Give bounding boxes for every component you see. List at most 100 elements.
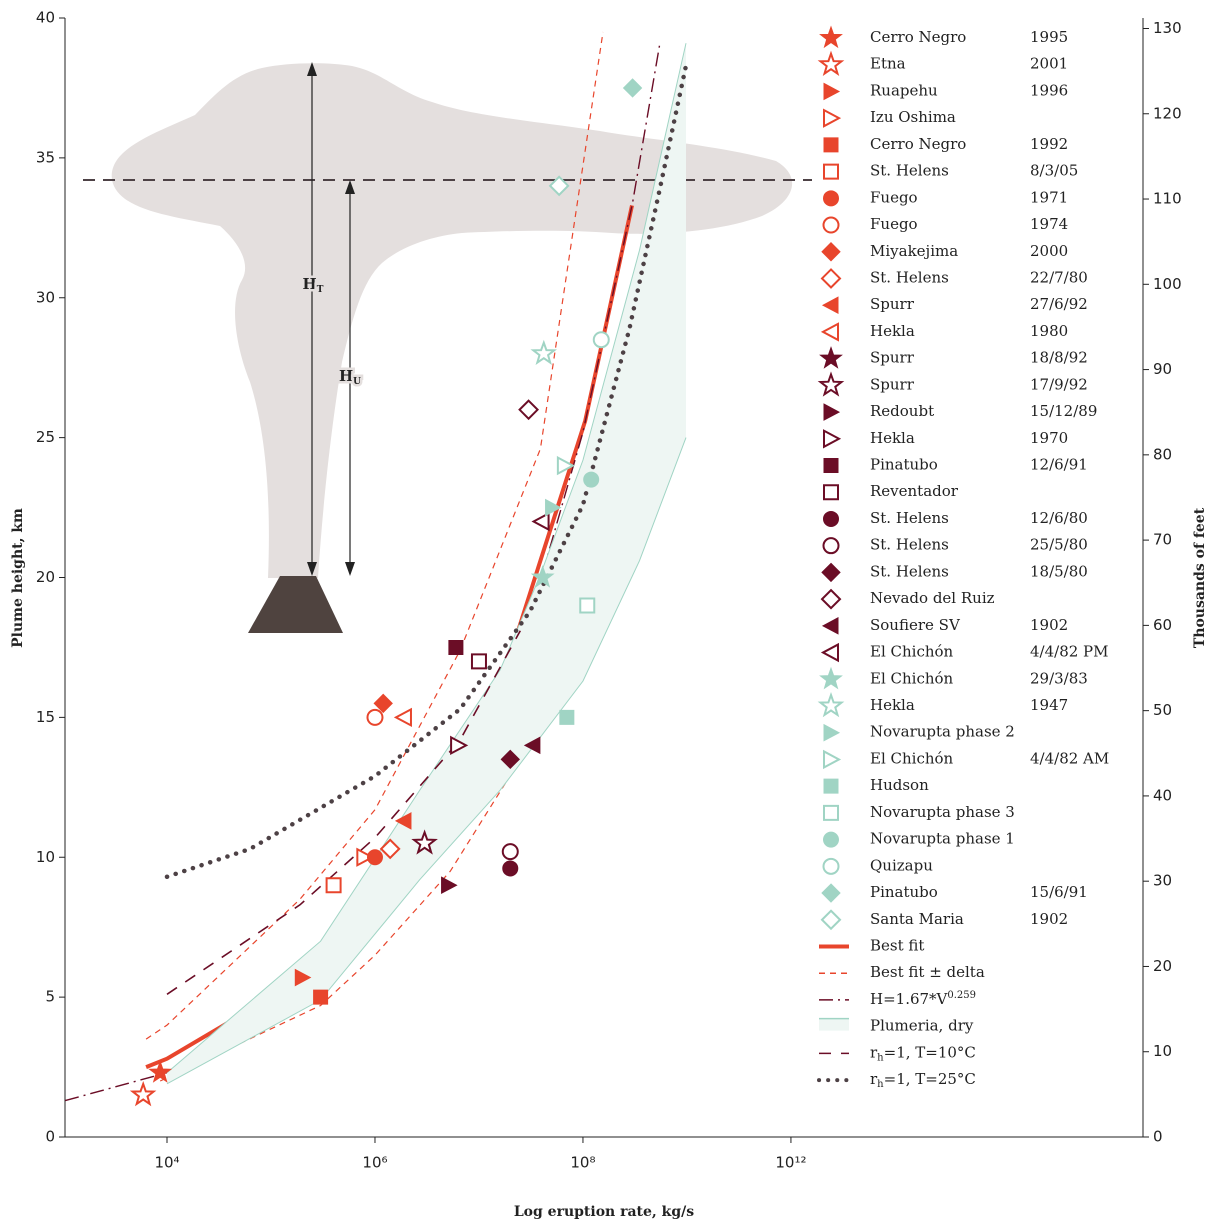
legend-marker bbox=[822, 537, 840, 555]
point bbox=[622, 78, 643, 98]
legend-label: El Chichón bbox=[870, 669, 954, 687]
y2-tick-label: 90 bbox=[1153, 360, 1172, 378]
legend-marker bbox=[823, 137, 839, 153]
legend-label: rh=1, T=25°C bbox=[870, 1070, 976, 1090]
legend-date: 1995 bbox=[1030, 28, 1068, 46]
legend-date: 25/5/80 bbox=[1030, 536, 1088, 554]
legend-label-part: h bbox=[877, 1079, 884, 1090]
y2-tick-label: 70 bbox=[1153, 531, 1172, 549]
legend-marker bbox=[820, 642, 839, 663]
legend-label: St. Helens bbox=[870, 562, 949, 580]
legend-date: 2001 bbox=[1030, 55, 1068, 73]
legend-marker bbox=[820, 909, 842, 931]
legend-date: 4/4/82 AM bbox=[1030, 749, 1109, 767]
y2-tick-label: 20 bbox=[1153, 957, 1172, 975]
legend-label: Soufiere SV bbox=[870, 616, 961, 634]
arrow-head bbox=[307, 62, 317, 76]
annotation-sub: U bbox=[353, 377, 361, 387]
y-tick-label: 0 bbox=[45, 1128, 55, 1146]
legend-date: 4/4/82 PM bbox=[1030, 643, 1109, 661]
legend-label-part: =1, T=10°C bbox=[884, 1043, 976, 1061]
x-tick-label: 10¹² bbox=[775, 1154, 806, 1172]
legend-label: Miyakejima bbox=[870, 242, 958, 260]
y-tick-label: 40 bbox=[36, 9, 55, 27]
legend-marker bbox=[823, 804, 839, 821]
legend-marker bbox=[823, 429, 842, 449]
legend-marker bbox=[821, 562, 841, 583]
legend-marker bbox=[822, 511, 840, 527]
legend-label-part: =1, T=25°C bbox=[884, 1070, 976, 1088]
legend-marker bbox=[823, 484, 839, 501]
legend-label: Pinatubo bbox=[870, 456, 938, 474]
point bbox=[501, 843, 519, 861]
x-tick-label: 10⁴ bbox=[154, 1154, 179, 1172]
legend-label-part: Best fit bbox=[870, 936, 924, 954]
point bbox=[366, 708, 384, 726]
y-tick-label: 30 bbox=[36, 288, 55, 306]
point bbox=[373, 693, 393, 714]
legend-marker bbox=[821, 296, 839, 315]
annotation-text: H bbox=[339, 367, 353, 385]
legend-date: 12/6/91 bbox=[1030, 456, 1088, 474]
legend-date: 1992 bbox=[1030, 135, 1068, 153]
legend-label-part: r bbox=[870, 1070, 878, 1088]
legend-label: Novarupta phase 3 bbox=[870, 803, 1015, 821]
y2-tick-label: 60 bbox=[1153, 616, 1172, 634]
y-tick-label: 5 bbox=[45, 988, 55, 1006]
point bbox=[559, 709, 575, 725]
legend-label: Plumeria, dry bbox=[870, 1017, 974, 1035]
legend-date: 1971 bbox=[1030, 188, 1068, 206]
point bbox=[545, 498, 562, 517]
legend-date: 1902 bbox=[1030, 616, 1068, 634]
legend-label: Spurr bbox=[870, 295, 915, 313]
point bbox=[502, 860, 519, 877]
legend-label: El Chichón bbox=[870, 643, 954, 661]
legend-date: 29/3/83 bbox=[1030, 669, 1088, 687]
legend-marker bbox=[823, 723, 841, 742]
legend-marker bbox=[823, 163, 839, 180]
legend-date: 27/6/92 bbox=[1030, 295, 1088, 313]
legend-date: 8/3/05 bbox=[1030, 162, 1078, 180]
legend-marker bbox=[822, 216, 840, 234]
legend-marker bbox=[823, 458, 839, 474]
x-axis-title: Log eruption rate, kg/s bbox=[514, 1204, 694, 1220]
y-axis-title: Plume height, km bbox=[10, 508, 26, 648]
legend-label: Redoubt bbox=[870, 402, 934, 420]
legend-date: 1970 bbox=[1030, 429, 1068, 447]
arrow-head bbox=[345, 562, 355, 576]
legend-label: H=1.67*V0.259 bbox=[870, 989, 976, 1008]
legend-marker bbox=[820, 268, 842, 289]
y-tick-label: 25 bbox=[36, 428, 55, 446]
line bbox=[145, 31, 604, 1040]
legend-label: Best fit ± delta bbox=[870, 963, 985, 981]
point bbox=[313, 989, 329, 1005]
legend-label: Izu Oshima bbox=[870, 108, 956, 126]
legend-marker bbox=[817, 691, 845, 718]
legend-date: 1947 bbox=[1030, 696, 1068, 714]
y2-tick-label: 50 bbox=[1153, 701, 1172, 719]
legend-label: Reventador bbox=[870, 482, 959, 500]
plume-cloud bbox=[111, 63, 793, 579]
x-tick-label: 10⁶ bbox=[362, 1154, 387, 1172]
legend-marker bbox=[823, 108, 842, 128]
annotation-text: H bbox=[303, 275, 317, 293]
legend-label: rh=1, T=10°C bbox=[870, 1043, 976, 1063]
legend-label: St. Helens bbox=[870, 162, 949, 180]
legend-marker bbox=[823, 82, 841, 101]
legend-marker bbox=[822, 190, 840, 207]
legend-label: Ruapehu bbox=[870, 81, 938, 99]
legend-date: 22/7/80 bbox=[1030, 268, 1088, 286]
legend-label: Fuego bbox=[870, 215, 918, 233]
legend-label: St. Helens bbox=[870, 268, 949, 286]
legend-swatch bbox=[819, 1018, 849, 1031]
annotation: HU bbox=[339, 367, 361, 387]
legend-date: 2000 bbox=[1030, 242, 1068, 260]
y2-tick-label: 80 bbox=[1153, 445, 1172, 463]
legend-label: Quizapu bbox=[870, 856, 933, 874]
legend-marker bbox=[822, 831, 840, 848]
y2-tick-label: 30 bbox=[1153, 872, 1172, 890]
legend-marker bbox=[817, 50, 845, 76]
legend-marker bbox=[819, 346, 843, 369]
legend-marker bbox=[821, 242, 841, 262]
